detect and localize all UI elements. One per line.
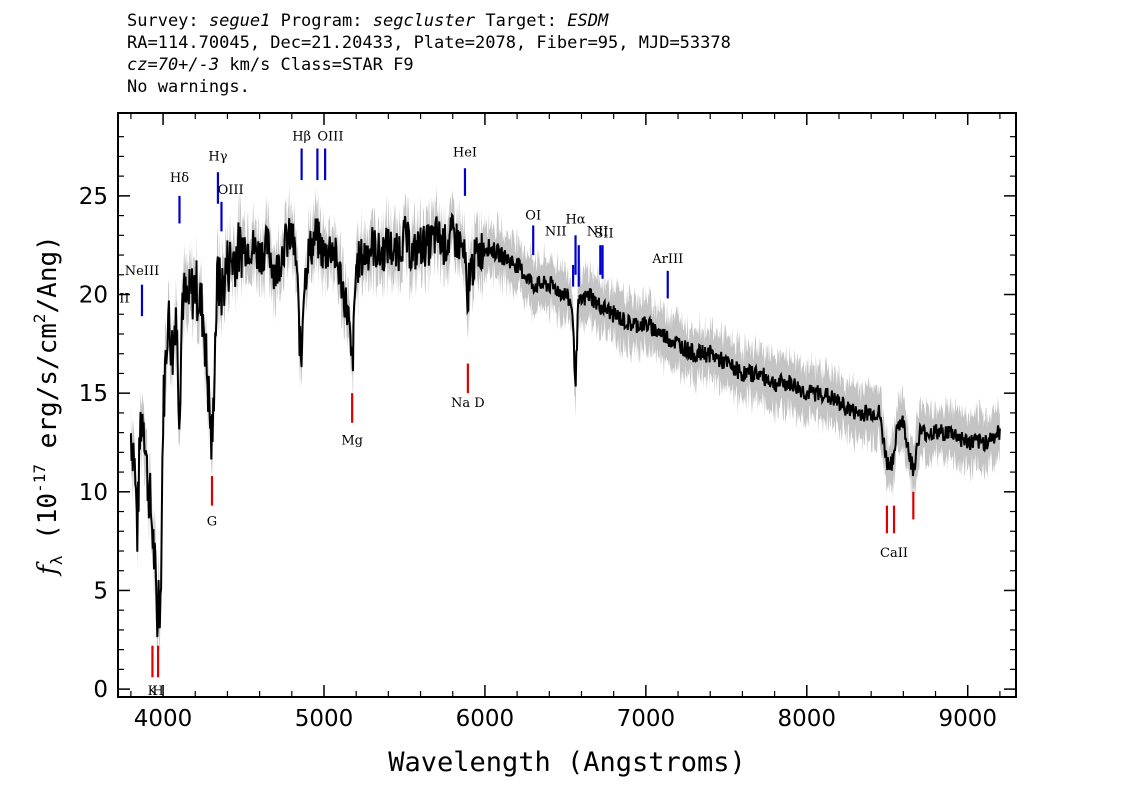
line-label-hδ: Hδ: [170, 171, 189, 186]
header-line-redshift: cz=70+/-3 km/s Class=STAR F9: [127, 54, 731, 76]
line-label-oiii: OIII: [317, 130, 343, 145]
axis-ticks-layer: 4000 5000 6000 7000 8000 9000 0 5 10 15 20 25: [79, 113, 1016, 732]
svg-text:fλ (10-17 erg/s/cm2/Ang): fλ (10-17 erg/s/cm2/Ang): [30, 235, 66, 577]
error-band: [130, 184, 1000, 660]
y-axis-title-unit-a: (10: [33, 493, 63, 556]
line-label-ariii: ArIII: [651, 252, 683, 267]
program-value: segcluster: [372, 11, 476, 31]
y-axis-title-unit-c: /Ang): [33, 235, 63, 313]
survey-label: Survey:: [127, 11, 199, 31]
line-label-k: K: [148, 684, 158, 699]
line-label-hβ: Hβ: [292, 130, 311, 145]
error-band-layer: [130, 184, 1000, 660]
class-value: km/s Class=STAR F9: [229, 55, 414, 75]
survey-value: segue1: [208, 11, 271, 31]
y-tick-label: 25: [79, 184, 108, 210]
x-tick-label: 9000: [938, 706, 997, 732]
x-axis-title: Wavelength (Angstroms): [388, 747, 746, 778]
line-label-hγ: Hγ: [208, 149, 227, 164]
y-axis-title-lambda: λ: [47, 555, 66, 565]
spectrum-header: Survey: segue1 Program: segcluster Targe…: [127, 10, 731, 98]
line-label-oiii: OIII: [218, 183, 244, 198]
plot-frame: [117, 112, 1017, 698]
y-axis-title: fλ (10-17 erg/s/cm2/Ang): [30, 235, 66, 577]
y-tick-label: 15: [79, 381, 108, 407]
target-label: Target:: [485, 11, 557, 31]
x-tick-label: 8000: [778, 706, 837, 732]
flux-line: [129, 212, 1001, 638]
line-label-neiii: NeIII: [125, 264, 159, 279]
x-tick-label: 5000: [295, 706, 354, 732]
line-label-hα: Hα: [565, 212, 585, 227]
x-tick-label: 6000: [456, 706, 515, 732]
line-label-oi: OI: [525, 209, 541, 224]
y-tick-label: 0: [93, 677, 108, 703]
line-label-nii: NII: [587, 224, 609, 239]
line-label-h: H: [152, 684, 163, 699]
line-label-nii: NII: [545, 224, 567, 239]
line-label-mg: Mg: [341, 433, 363, 448]
line-label-na-d: Na D: [451, 396, 485, 411]
y-tick-label: 20: [79, 283, 108, 309]
y-tick-label: 10: [79, 480, 108, 506]
y-tick-label: 5: [93, 578, 108, 604]
line-label-sii: SII: [594, 226, 613, 241]
flux-series-layer: [129, 212, 1001, 638]
line-label-hei: HeI: [453, 145, 477, 160]
line-label-g: G: [207, 514, 217, 529]
y-axis-title-unit-b: erg/s/cm: [33, 323, 63, 464]
header-line-survey: Survey: segue1 Program: segcluster Targe…: [127, 10, 731, 32]
program-label: Program:: [280, 11, 363, 31]
x-tick-label: 7000: [617, 706, 676, 732]
y-axis-title-sq: 2: [30, 313, 49, 323]
header-line-warnings: No warnings.: [127, 77, 250, 97]
line-label-caii: CaII: [880, 546, 908, 561]
x-tick-label: 4000: [134, 706, 193, 732]
line-label-ii: II: [119, 291, 129, 306]
redshift-value: cz=70+/-3: [127, 55, 220, 75]
target-value: ESDM: [567, 11, 609, 31]
header-line-coordinates: RA=114.70045, Dec=21.20433, Plate=2078, …: [127, 33, 731, 53]
y-axis-title-exp: -17: [30, 464, 49, 493]
